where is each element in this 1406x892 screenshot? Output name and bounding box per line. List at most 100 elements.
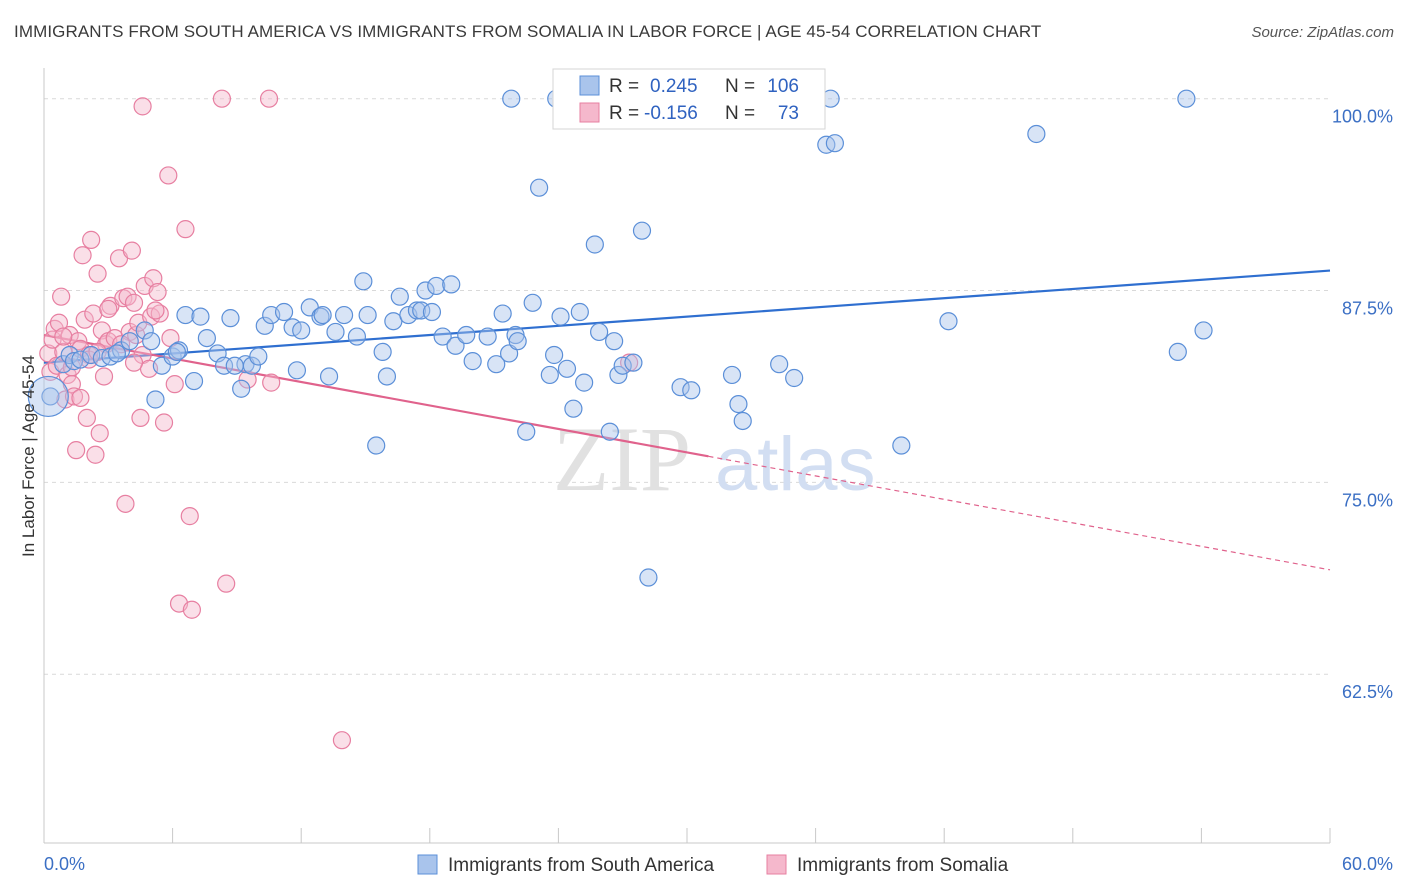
- south-america-point-84: [770, 355, 789, 374]
- watermark-zip: ZIP: [553, 408, 691, 510]
- somalia-point-18: [77, 408, 96, 428]
- legend-n-label-2: N =: [725, 103, 755, 124]
- x-tick-marks: [43, 828, 1331, 843]
- south-america-point-50: [427, 276, 446, 296]
- south-america-point-9: [120, 332, 139, 351]
- south-america-point-91: [1168, 342, 1187, 362]
- south-america-point-76: [624, 353, 643, 372]
- south-america-point-0: [41, 387, 60, 406]
- somalia-point-22: [86, 445, 105, 464]
- somalia-point-33: [116, 494, 135, 513]
- south-america-point-4: [71, 350, 90, 369]
- somalia-point-61: [332, 731, 352, 750]
- somalia-point-53: [176, 220, 195, 239]
- south-america-point-78: [639, 568, 658, 587]
- bottom-legend-label-blue: Immigrants from South America: [448, 855, 715, 876]
- somalia-point-2: [43, 330, 62, 349]
- south-america-point-97: [107, 344, 126, 363]
- south-america-point-54: [457, 325, 476, 345]
- legend-n-value-2: 73: [778, 103, 799, 124]
- south-america-point-71: [590, 322, 609, 342]
- legend-r-value-2: -0.156: [644, 103, 698, 124]
- legend-swatch-pink: [579, 102, 600, 123]
- south-america-point-103: [557, 359, 577, 378]
- trend-line-south-america: [43, 269, 1331, 364]
- somalia-point-55: [182, 600, 201, 619]
- south-america-point-92: [1194, 321, 1213, 340]
- south-america-point-75: [613, 356, 632, 375]
- somalia-point-5: [49, 313, 69, 332]
- south-america-point-62: [523, 293, 542, 312]
- legend-swatch-blue: [579, 75, 600, 96]
- somalia-point-69: [146, 301, 165, 320]
- south-america-point-63: [530, 178, 549, 197]
- south-america-point-48: [416, 281, 435, 300]
- south-america-point-41: [373, 342, 392, 362]
- somalia-point-37: [124, 293, 144, 312]
- south-america-point-22: [221, 309, 240, 328]
- series-legend: Immigrants from South America Immigrants…: [417, 854, 1009, 876]
- south-america-point-46: [407, 301, 427, 320]
- somalia-point-21: [84, 304, 103, 323]
- south-america-point-68: [570, 302, 589, 322]
- somalia-point-56: [212, 89, 231, 108]
- south-america-point-90: [1027, 124, 1046, 144]
- south-america-point-99: [225, 356, 244, 375]
- watermark-atlas: atlas: [715, 422, 876, 507]
- legend-n-value-1: 106: [767, 76, 799, 97]
- south-america-point-72: [600, 422, 619, 441]
- x-tick-label-max: 60.0%: [1342, 854, 1393, 874]
- somalia-points: [39, 89, 639, 750]
- somalia-point-51: [165, 375, 184, 394]
- south-america-point-17: [184, 371, 204, 391]
- south-america-point-18: [191, 307, 210, 326]
- somalia-point-20: [82, 230, 101, 249]
- y-tick-label-0: 62.5%: [1342, 682, 1393, 702]
- somalia-point-63: [54, 327, 73, 346]
- south-america-point-12: [146, 390, 165, 409]
- south-america-point-59: [500, 344, 519, 363]
- south-america-point-35: [326, 322, 345, 342]
- somalia-point-49: [159, 166, 178, 185]
- south-america-point-51: [433, 327, 452, 346]
- south-america-point-31: [292, 321, 311, 340]
- south-america-point-100: [287, 361, 307, 380]
- south-america-point-55: [463, 352, 482, 371]
- south-america-point-10: [135, 321, 154, 340]
- south-america-point-23: [232, 379, 251, 398]
- south-america-point-11: [142, 332, 161, 351]
- legend-n-label-1: N =: [725, 76, 755, 97]
- legend-r-label-1: R =: [609, 76, 639, 97]
- somalia-point-54: [180, 507, 199, 526]
- legend-r-value-1: 0.245: [650, 76, 698, 97]
- south-america-point-61: [517, 422, 536, 441]
- legend-r-label-2: R =: [609, 103, 639, 124]
- south-america-point-98: [167, 342, 186, 362]
- somalia-point-26: [94, 367, 114, 386]
- south-america-point-39: [358, 305, 377, 325]
- somalia-point-58: [238, 370, 257, 389]
- south-america-point-88: [892, 436, 911, 455]
- south-america-point-81: [722, 365, 742, 385]
- south-america-point-73: [605, 332, 624, 351]
- south-america-point-82: [729, 394, 748, 414]
- watermark: ZIP atlas: [553, 408, 876, 510]
- south-america-point-34: [319, 367, 339, 386]
- somalia-point-16: [73, 246, 92, 265]
- somalia-point-36: [122, 241, 141, 260]
- correlation-legend: R = 0.245 N = 106 R = -0.156 N = 73: [552, 68, 826, 130]
- south-america-point-58: [493, 304, 512, 323]
- south-america-point-79: [671, 378, 690, 397]
- chart-title: IMMIGRANTS FROM SOUTH AMERICA VS IMMIGRA…: [14, 22, 1042, 41]
- somalia-point-66: [99, 299, 118, 319]
- south-america-point-93: [1177, 89, 1196, 108]
- somalia-point-57: [217, 574, 236, 593]
- south-america-point-21: [214, 356, 234, 375]
- somalia-point-13: [67, 441, 86, 460]
- somalia-point-0: [39, 344, 58, 363]
- south-america-point-1: [54, 355, 73, 374]
- somalia-point-24: [90, 424, 109, 443]
- south-america-point-38: [354, 272, 373, 291]
- south-america-point-5: [82, 345, 101, 365]
